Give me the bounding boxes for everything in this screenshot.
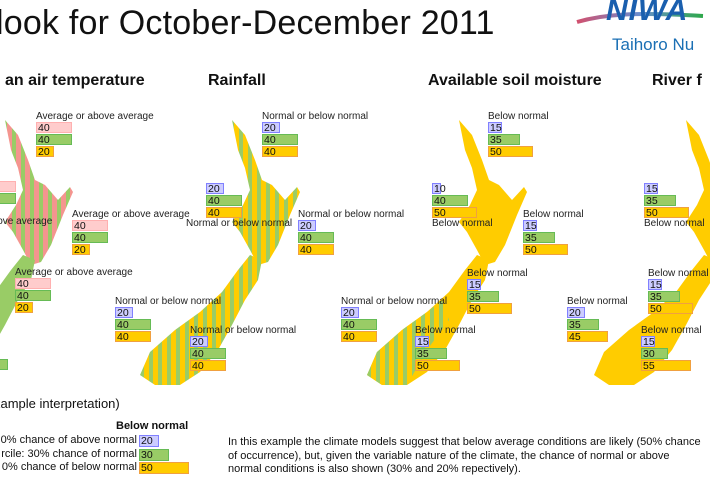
bar-normal: 40 [432, 195, 468, 207]
bar-normal: 35 [467, 291, 499, 303]
example-row-label: rcile: 30% chance of normal [1, 447, 137, 460]
group-label: Below normal [415, 325, 476, 336]
example-row-label: 0% chance of below normal [1, 461, 137, 473]
example-row-label: 0% chance of above normal [0, 434, 137, 446]
bar-normal: 40 [298, 232, 334, 244]
group-label: Normal or below normal [262, 111, 369, 122]
bar-above: 15 [644, 183, 658, 195]
bar-below: 50 [415, 360, 460, 372]
logo-wordmark: NIWA [606, 0, 689, 27]
group-label: Average or above average [36, 111, 154, 122]
page-title: look for October-December 2011 [0, 4, 495, 42]
bar-normal: 35 [644, 195, 676, 207]
example-explanation: In this example the climate models sugge… [228, 436, 701, 475]
bar-normal: 40 [0, 359, 8, 370]
bar-normal: 40 [206, 195, 242, 207]
bar-normal: 40 [341, 319, 377, 331]
bar-above: 15 [467, 279, 481, 291]
group-label: Normal or below normal [341, 296, 448, 307]
example-heading: Below normal [116, 420, 189, 432]
bar-below: 50 [523, 244, 568, 256]
bar-above: 20 [298, 220, 316, 232]
bar-above: 40 [0, 181, 16, 192]
group-label: Normal or below normal [115, 296, 222, 307]
bar-above: 20 [190, 336, 208, 348]
bar-normal: 40 [190, 348, 226, 360]
bar-above: 20 [115, 307, 133, 319]
bar-normal: 35 [648, 291, 680, 303]
bar-below: 40 [298, 244, 334, 256]
bar-above: 20 [206, 183, 224, 195]
logo-swoosh [576, 12, 704, 24]
group-label: Below normal [488, 111, 549, 122]
bar-above: 15 [488, 122, 502, 134]
group-label: Below normal [432, 218, 493, 229]
bar-below: 50 [644, 207, 689, 219]
bar-normal: 35 [488, 134, 520, 146]
bar-above: 40 [36, 122, 72, 134]
bar-normal: 40 [15, 290, 51, 302]
map-temperature [0, 120, 73, 385]
example-title: xample interpretation) [0, 396, 120, 411]
bar-above: 10 [432, 183, 446, 195]
bar-below: 40 [190, 360, 226, 372]
bar-below: 20 [36, 146, 54, 158]
group-label: Normal or below normal [298, 209, 405, 220]
group-label: Normal or below normal [186, 218, 293, 229]
bar-above: 40 [72, 220, 108, 232]
group-label: Average or above average [72, 209, 190, 220]
example-bar-above: 20 [139, 435, 159, 447]
bar-normal: 40 [36, 134, 72, 146]
group-label: Below normal [644, 218, 705, 229]
bar-below: 50 [488, 146, 533, 158]
example-bar-normal: 30 [139, 448, 169, 461]
bar-below: 20 [15, 302, 33, 314]
bar-above: 15 [648, 279, 662, 291]
map-rainfall [140, 120, 300, 385]
panel-title-soil-moisture: Available soil moisture [428, 72, 602, 89]
bar-above: 15 [641, 336, 655, 348]
group-label: Normal or below normal [190, 325, 297, 336]
bar-normal: 35 [567, 319, 599, 331]
panel-title-temperature: an air temperature [5, 72, 145, 89]
bar-below: 45 [567, 331, 608, 343]
bar-below: 50 [432, 207, 477, 219]
bar-above: 20 [567, 307, 585, 319]
bar-below: 40 [262, 146, 298, 158]
bar-above: 15 [523, 220, 537, 232]
bar-below: 40 [206, 207, 242, 219]
map-soil-moisture [367, 120, 527, 385]
panel-title-rainfall: Rainfall [208, 72, 266, 89]
bar-below: 55 [641, 360, 691, 372]
logo-subtitle: Taihoro Nu [612, 35, 695, 54]
bar-normal: 30 [641, 348, 668, 360]
bar-below: 40 [115, 331, 151, 343]
bar-normal: 40 [0, 193, 16, 204]
group-label: Below normal [467, 268, 528, 279]
group-label: Below normal [641, 325, 702, 336]
panel-title-river-flow: River f [652, 72, 702, 89]
bar-normal: 35 [415, 348, 447, 360]
bar-normal: 40 [115, 319, 151, 331]
bar-below: 20 [72, 244, 90, 256]
group-label: r above average [0, 216, 53, 227]
group-label: Below normal [567, 296, 628, 307]
bar-normal: 35 [523, 232, 555, 244]
bar-above: 40 [15, 278, 51, 290]
bar-normal: 40 [262, 134, 298, 146]
bar-below: 50 [467, 303, 512, 315]
example-bar-below: 50 [139, 462, 189, 474]
bar-below: 40 [341, 331, 377, 343]
bar-normal: 40 [72, 232, 108, 244]
bar-below: 50 [648, 303, 693, 315]
bar-above: 15 [415, 336, 429, 348]
bar-above: 20 [341, 307, 359, 319]
group-label: Below normal [523, 209, 584, 220]
bar-above: 20 [262, 122, 280, 134]
group-label: Average or above average [15, 267, 133, 278]
group-label: Below normal [648, 268, 709, 279]
